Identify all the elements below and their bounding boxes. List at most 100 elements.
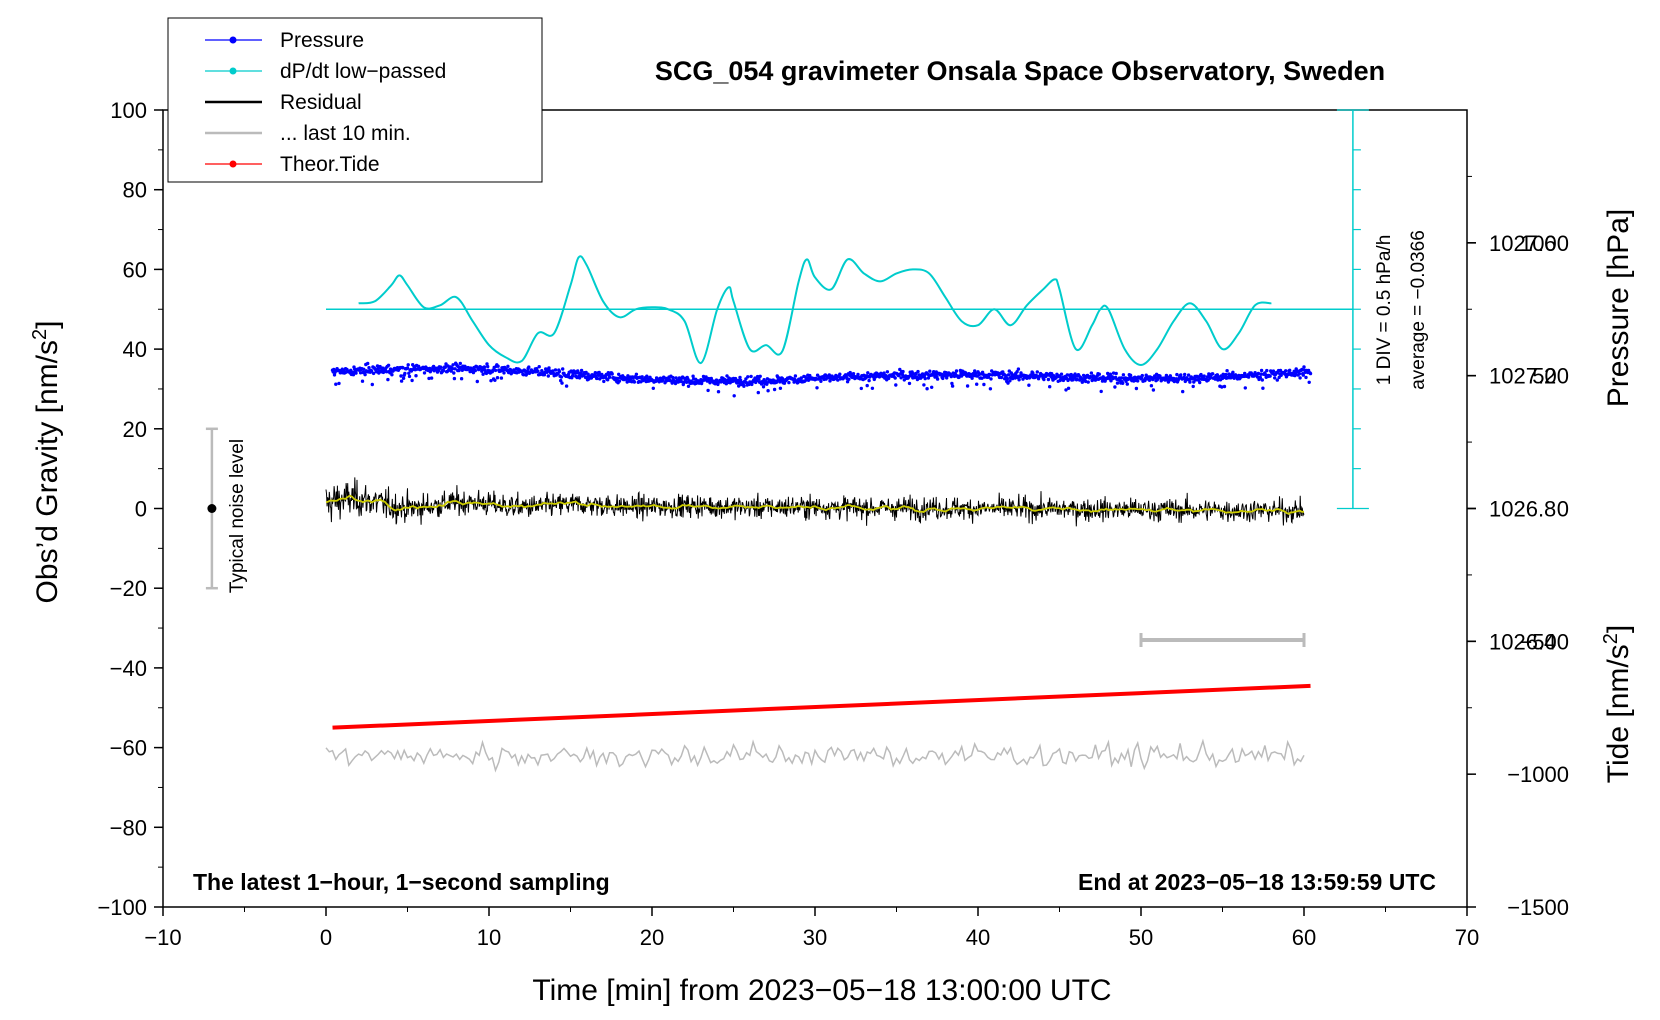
pressure-point [606,378,610,382]
pressure-point [859,386,863,391]
pressure-tick-label: 1026.4 [1489,629,1556,654]
pressure-point [1066,386,1071,390]
pressure-point [458,361,462,366]
pressure-point [716,390,721,394]
pressure-point [679,379,683,384]
pressure-point [1109,379,1113,383]
pressure-point [1224,372,1228,377]
pressure-point [481,372,485,376]
noise-level-label: Typical noise level [227,439,248,593]
pressure-point [772,387,777,392]
pressure-point [887,376,891,381]
pressure-point [576,371,580,375]
pressure-point [1259,372,1263,376]
y-tick-label: 20 [123,417,147,442]
pressure-point [733,376,738,381]
pressure-point [536,369,540,373]
pressure-point [737,384,741,388]
pressure-point [1259,368,1264,373]
note-end-time: End at 2023−05−18 13:59:59 UTC [1078,869,1436,895]
pressure-point [827,373,831,377]
pressure-point [780,376,785,381]
pressure-point [1106,371,1110,376]
pressure-point [375,364,380,368]
pressure-point [595,376,599,381]
pressure-point [559,378,563,383]
pressure-point [658,376,663,380]
pressure-point [489,379,493,383]
pressure-point [1175,372,1179,377]
pressure-point [371,371,376,376]
pressure-point [1016,367,1021,371]
pressure-point [1005,376,1009,381]
y-tick-label: −100 [97,895,147,920]
pressure-point [941,376,945,381]
legend-label: dP/dt low−passed [280,60,446,83]
pressure-point [491,368,495,372]
pressure-point [970,376,974,380]
pressure-point [1006,373,1011,377]
pressure-point [755,374,760,379]
pressure-point [527,365,531,369]
pressure-point [1243,386,1248,390]
legend: Pressure dP/dt low−passed Residual ... last… [167,17,543,183]
pressure-point [1273,376,1277,380]
pressure-point [384,370,389,374]
pressure-point [761,385,766,389]
pressure-point [390,373,394,377]
pressure-point [1114,371,1118,376]
pressure-point [758,374,762,378]
dpdt-average-label: average = −0.0366 [1408,230,1429,390]
pressure-point [1304,375,1308,380]
pressure-point [746,375,750,379]
dpdt-scale-label: 1 DIV = 0.5 hPa/h [1374,235,1395,386]
pressure-point [453,367,457,371]
pressure-point [928,369,932,373]
series-residual [325,477,1305,527]
tide-tick-label: 0 [1557,497,1569,522]
pressure-point [403,371,407,376]
pressure-point [406,363,410,367]
pressure-point [561,367,565,371]
pressure-point [594,374,598,378]
pressure-point [980,376,984,380]
pressure-point [1261,386,1265,390]
pressure-point [1021,377,1025,381]
legend-label: Theor.Tide [280,153,380,176]
pressure-point [1275,378,1280,382]
pressure-point [495,376,500,380]
pressure-point [615,376,620,381]
pressure-point [485,362,489,366]
pressure-point [1292,369,1296,373]
series-last-10-min [325,738,1305,773]
pressure-point [1183,372,1187,377]
pressure-point [407,371,411,375]
pressure-point [1097,372,1102,376]
pressure-point [988,387,993,391]
pressure-point [1140,373,1145,378]
pressure-point [1164,373,1169,378]
pressure-point [684,380,689,384]
pressure-point [593,371,597,375]
pressure-point [1302,365,1306,369]
axes-frame [154,109,1476,916]
pressure-point [1099,389,1103,394]
legend-label: Pressure [280,29,364,52]
pressure-point [1042,377,1046,382]
series-theor-tide [332,683,1311,730]
pressure-point [610,372,614,376]
legend-box [167,17,543,183]
pressure-point [632,380,637,384]
pressure-point [553,368,558,372]
pressure-point [441,369,446,373]
pressure-point [407,374,412,379]
pressure-point [537,365,541,369]
x-tick-label: −10 [144,925,181,950]
pressure-point [1048,385,1052,389]
pressure-point [1179,373,1183,377]
pressure-point [399,374,403,378]
pressure-point [901,369,905,374]
pressure-point [1108,372,1113,376]
pressure-point [923,376,927,381]
pressure-point [819,379,823,383]
